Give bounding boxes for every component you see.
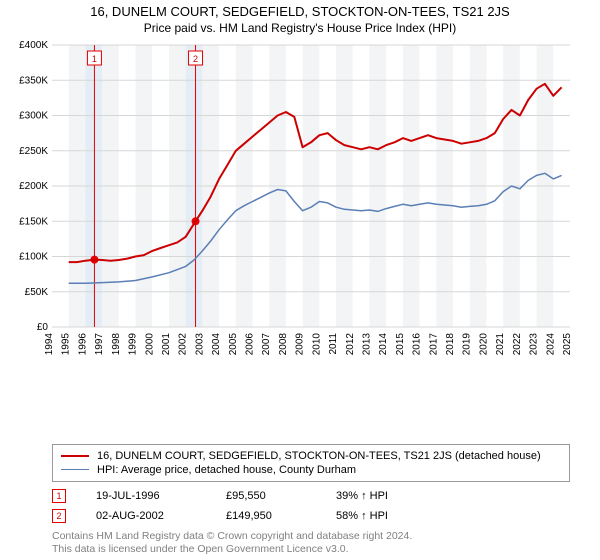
svg-text:1997: 1997 [94,333,105,356]
svg-text:1995: 1995 [61,333,72,356]
svg-text:£350K: £350K [19,75,48,86]
svg-text:1999: 1999 [128,333,139,356]
footnote-line-2: This data is licensed under the Open Gov… [52,543,590,556]
svg-text:2022: 2022 [512,333,523,356]
sale-date: 02-AUG-2002 [96,510,196,522]
legend-label: HPI: Average price, detached house, Coun… [97,464,356,476]
footnote-line-1: Contains HM Land Registry data © Crown c… [52,530,590,543]
svg-text:2009: 2009 [295,333,306,356]
sale-row: 1 19-JUL-1996 £95,550 39% ↑ HPI [52,486,590,506]
svg-text:2: 2 [193,54,198,64]
svg-text:2014: 2014 [378,333,389,356]
svg-text:£150K: £150K [19,216,48,227]
sales-table: 1 19-JUL-1996 £95,550 39% ↑ HPI 2 02-AUG-2002… [52,486,590,526]
svg-text:2002: 2002 [178,333,189,356]
svg-text:2021: 2021 [495,333,506,356]
legend-swatch [61,455,89,457]
title-block: 16, DUNELM COURT, SEDGEFIELD, STOCKTON-O… [10,4,590,35]
svg-text:2008: 2008 [278,333,289,356]
svg-text:2000: 2000 [144,333,155,356]
svg-text:2005: 2005 [228,333,239,356]
svg-text:1994: 1994 [44,333,55,356]
sale-date: 19-JUL-1996 [96,490,196,502]
svg-text:2016: 2016 [412,333,423,356]
svg-text:£250K: £250K [19,146,48,157]
svg-text:2018: 2018 [445,333,456,356]
chart-container: 16, DUNELM COURT, SEDGEFIELD, STOCKTON-O… [0,0,600,560]
legend-label: 16, DUNELM COURT, SEDGEFIELD, STOCKTON-O… [97,450,541,462]
chart-subtitle: Price paid vs. HM Land Registry's House … [10,21,590,35]
sale-price: £149,950 [226,510,306,522]
svg-text:£300K: £300K [19,111,48,122]
svg-text:2013: 2013 [361,333,372,356]
svg-text:2025: 2025 [562,333,570,356]
svg-text:2024: 2024 [545,333,556,356]
svg-text:2012: 2012 [345,333,356,356]
svg-text:2010: 2010 [311,333,322,356]
svg-text:2006: 2006 [245,333,256,356]
line-chart-svg: £0 £50K £100K £150K £200K £250K £300K £350K £400… [10,39,570,369]
svg-text:2020: 2020 [478,333,489,356]
svg-text:2023: 2023 [529,333,540,356]
chart-area: £0 £50K £100K £150K £200K £250K £300K £350K £400… [10,39,590,438]
svg-text:2015: 2015 [395,333,406,356]
svg-text:£0: £0 [37,322,49,333]
legend-item: HPI: Average price, detached house, Coun… [61,463,561,477]
svg-text:2011: 2011 [328,333,339,355]
svg-text:1998: 1998 [111,333,122,356]
legend-swatch [61,469,89,470]
svg-text:£200K: £200K [19,181,48,192]
svg-text:£50K: £50K [25,287,49,298]
svg-text:2017: 2017 [428,333,439,356]
legend: 16, DUNELM COURT, SEDGEFIELD, STOCKTON-O… [52,444,570,482]
svg-text:1996: 1996 [77,333,88,356]
footnote: Contains HM Land Registry data © Crown c… [52,530,590,556]
svg-text:1: 1 [92,54,97,64]
sale-pct-vs-hpi: 58% ↑ HPI [336,510,426,522]
sale-marker-icon: 2 [52,509,66,523]
svg-text:£100K: £100K [19,252,48,263]
svg-text:2007: 2007 [261,333,272,356]
svg-text:2003: 2003 [194,333,205,356]
svg-text:£400K: £400K [19,40,48,51]
svg-text:2001: 2001 [161,333,172,356]
chart-title: 16, DUNELM COURT, SEDGEFIELD, STOCKTON-O… [10,4,590,19]
sale-pct-vs-hpi: 39% ↑ HPI [336,490,426,502]
legend-item: 16, DUNELM COURT, SEDGEFIELD, STOCKTON-O… [61,449,561,463]
svg-text:2019: 2019 [462,333,473,356]
sale-row: 2 02-AUG-2002 £149,950 58% ↑ HPI [52,506,590,526]
sale-marker-icon: 1 [52,489,66,503]
svg-text:2004: 2004 [211,333,222,356]
sale-price: £95,550 [226,490,306,502]
